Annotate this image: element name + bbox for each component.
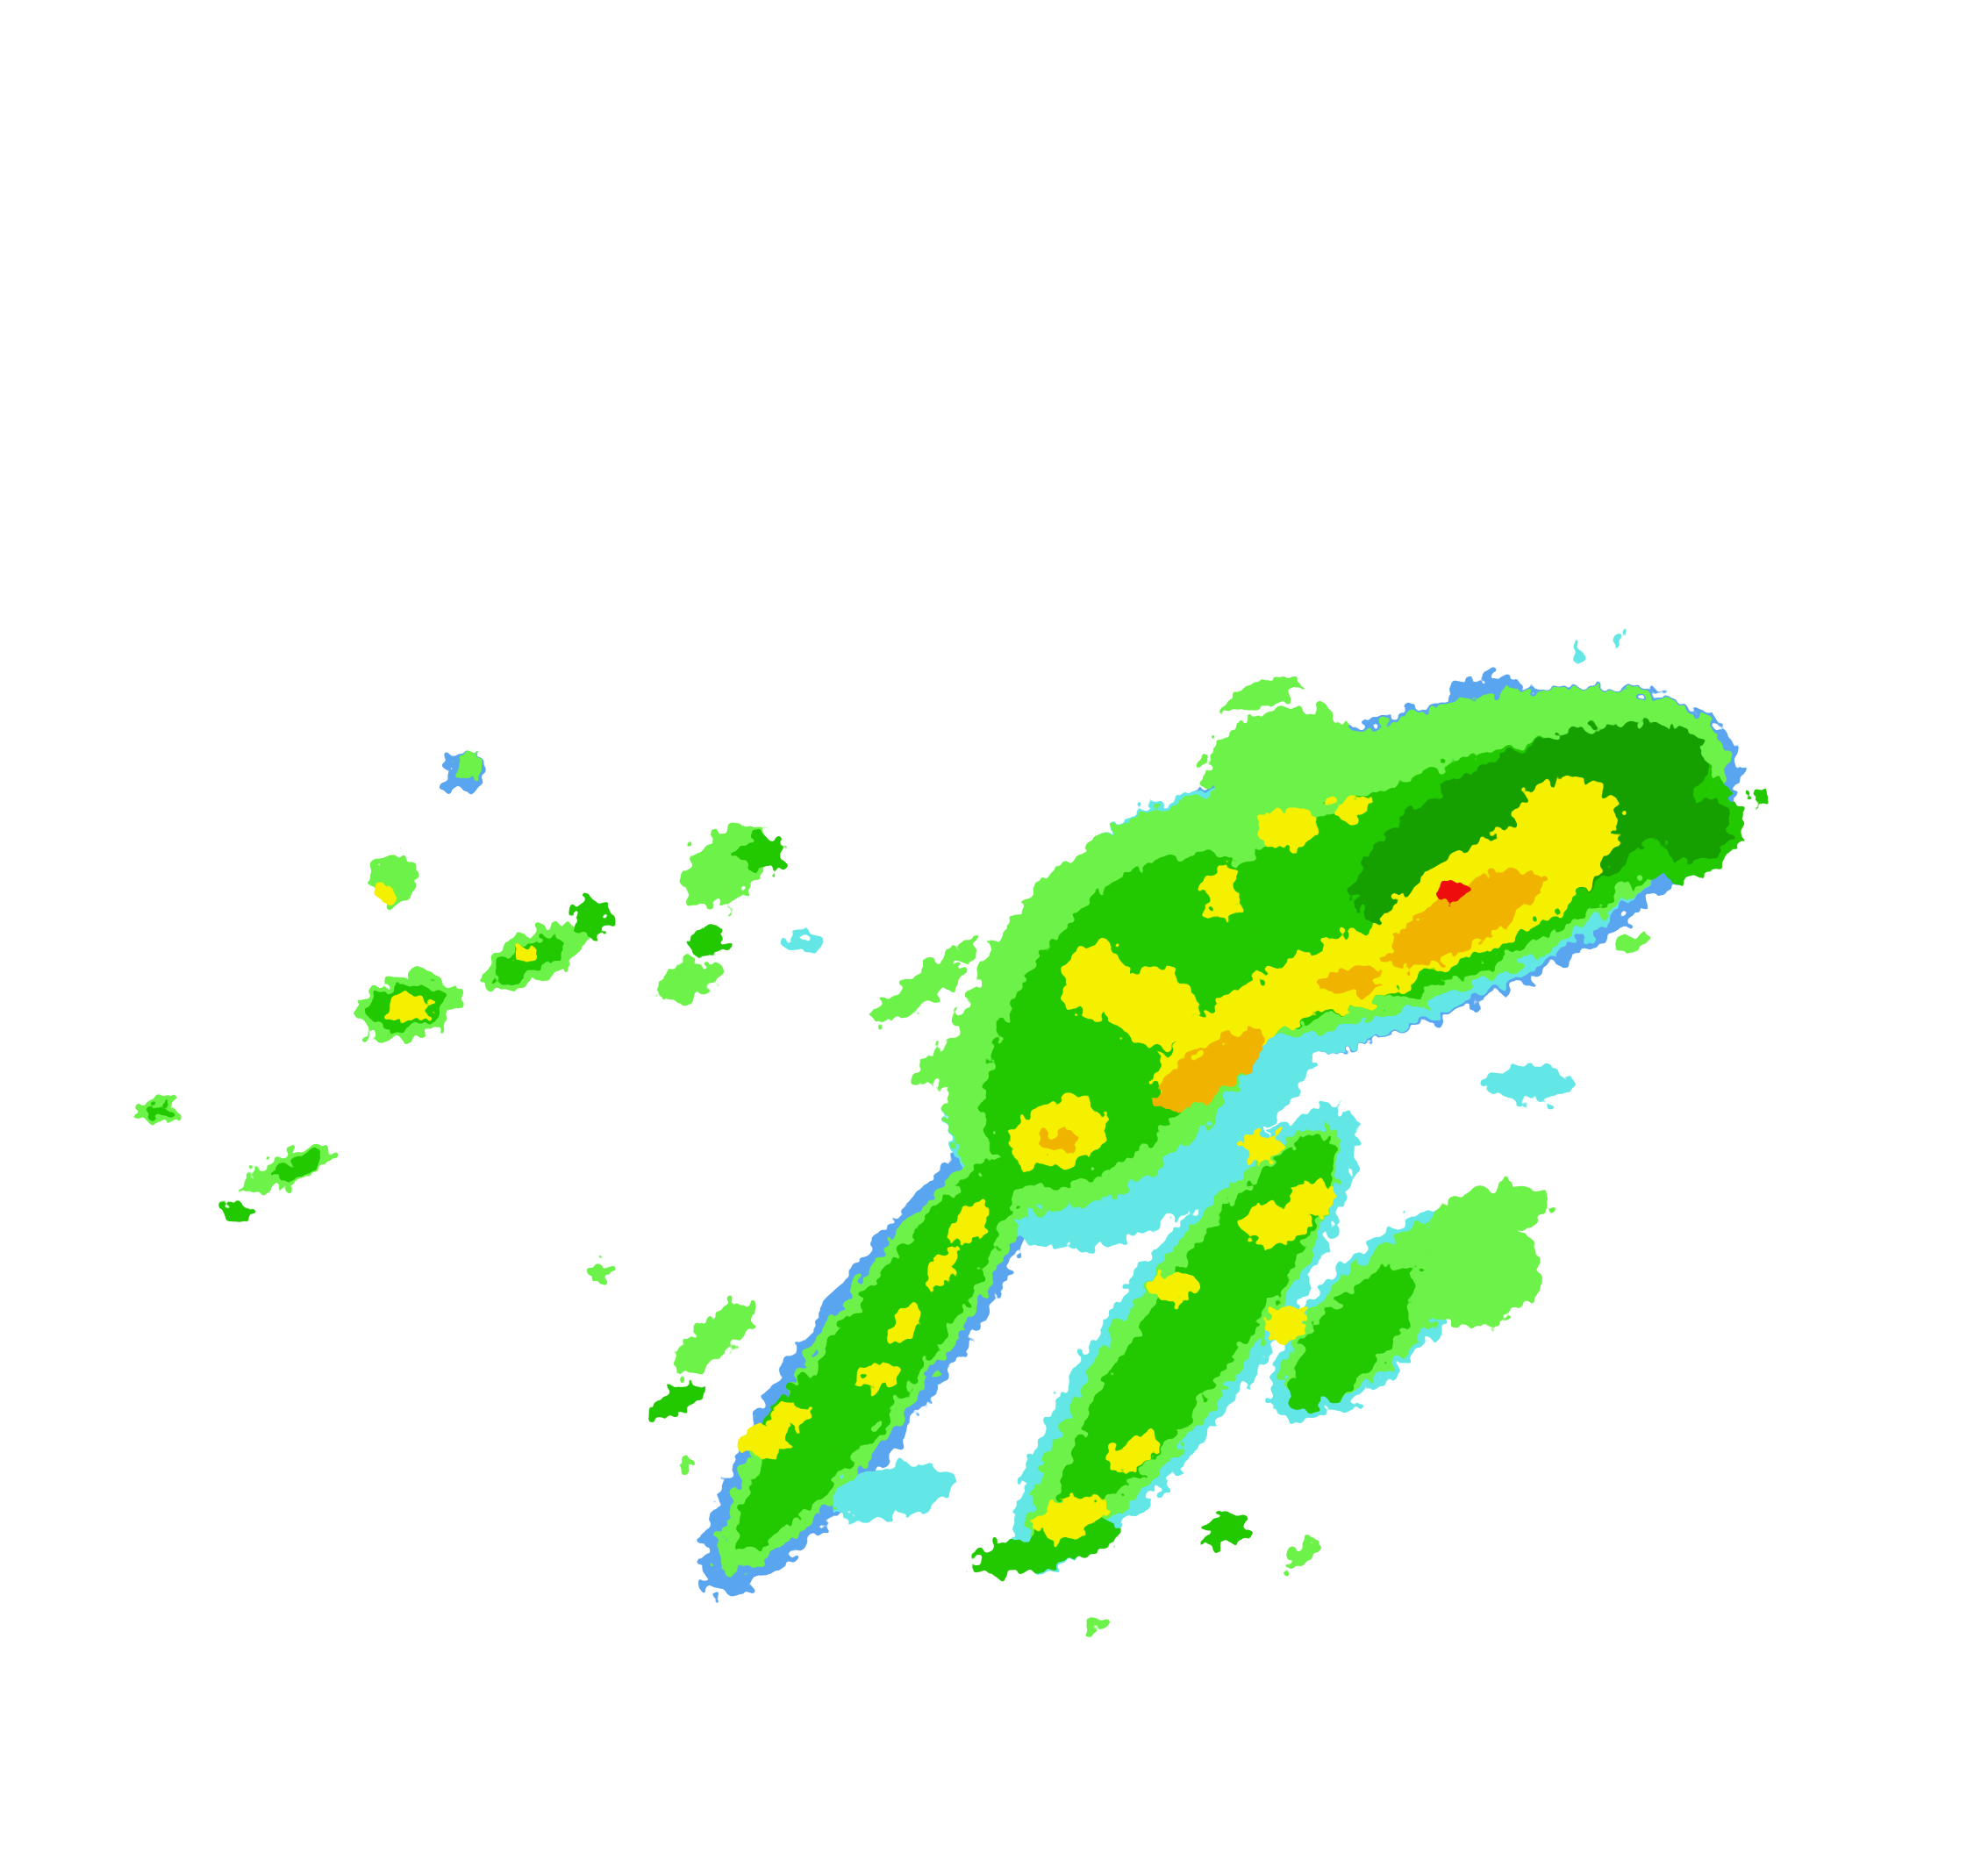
echo-cell [1386,867,1544,969]
echo-cell [888,1307,921,1343]
echo-cell [573,898,612,937]
echo-cell [1242,1200,1306,1247]
echo-cell [1289,1180,1336,1216]
echo-cell [1263,1307,1311,1344]
echo-cell [672,1302,755,1375]
echo-cell [1156,1029,1265,1113]
echo-cell [1242,1132,1281,1163]
echo-cell [275,1152,324,1180]
echo-cell [739,1421,790,1460]
echo-cell [510,945,536,962]
echo-cell [925,1249,962,1288]
echo-cell [1415,1221,1541,1328]
echo-cell [1516,777,1619,855]
echo-cell [1201,707,1348,797]
echo-cell [894,938,979,999]
echo-cell [677,1460,699,1471]
echo-cell [970,1521,1119,1576]
echo-cell [739,834,790,874]
echo-cell [1062,943,1129,1020]
echo-cell [657,960,719,1003]
echo-cell [454,751,484,778]
echo-cell [589,1267,610,1283]
echo-cell [1255,809,1319,848]
echo-cell [220,1200,252,1221]
echo-cell [384,997,431,1023]
echo-cell [1108,969,1198,1046]
precipitation-echoes [139,627,1767,1634]
echo-cell [783,933,822,954]
echo-cell [1319,969,1384,995]
echo-cell [371,854,418,905]
echo-cell [372,882,393,903]
echo-cell [948,1201,989,1246]
echo-cell [1108,1434,1160,1473]
echo-cell [1038,1127,1077,1154]
echo-cell [1083,1616,1109,1634]
echo-cell [1279,1537,1320,1573]
echo-cell [1484,1064,1574,1103]
echo-cell [1225,676,1298,712]
echo-cell [860,1363,899,1390]
echo-cell [1033,1495,1107,1539]
echo-cell [1331,796,1370,823]
echo-cell [1287,1266,1415,1411]
echo-cell [1204,866,1243,918]
echo-cell [1613,931,1648,955]
echo-cell [873,966,962,1022]
echo-cell [1147,1271,1198,1303]
echo-cell [829,1464,955,1519]
echo-cell [1657,796,1733,862]
echo-cell [647,1382,704,1422]
echo-cell [1434,1184,1548,1238]
echo-cell [1613,627,1624,648]
echo-cell [147,1104,173,1120]
echo-cell [770,1402,810,1428]
echo-cell [1437,882,1469,903]
echo-cell [1199,1511,1248,1549]
echo-cell [1575,640,1585,660]
echo-cell [910,1027,1001,1089]
echo-cell [688,930,726,956]
echo-cell [1750,789,1767,805]
